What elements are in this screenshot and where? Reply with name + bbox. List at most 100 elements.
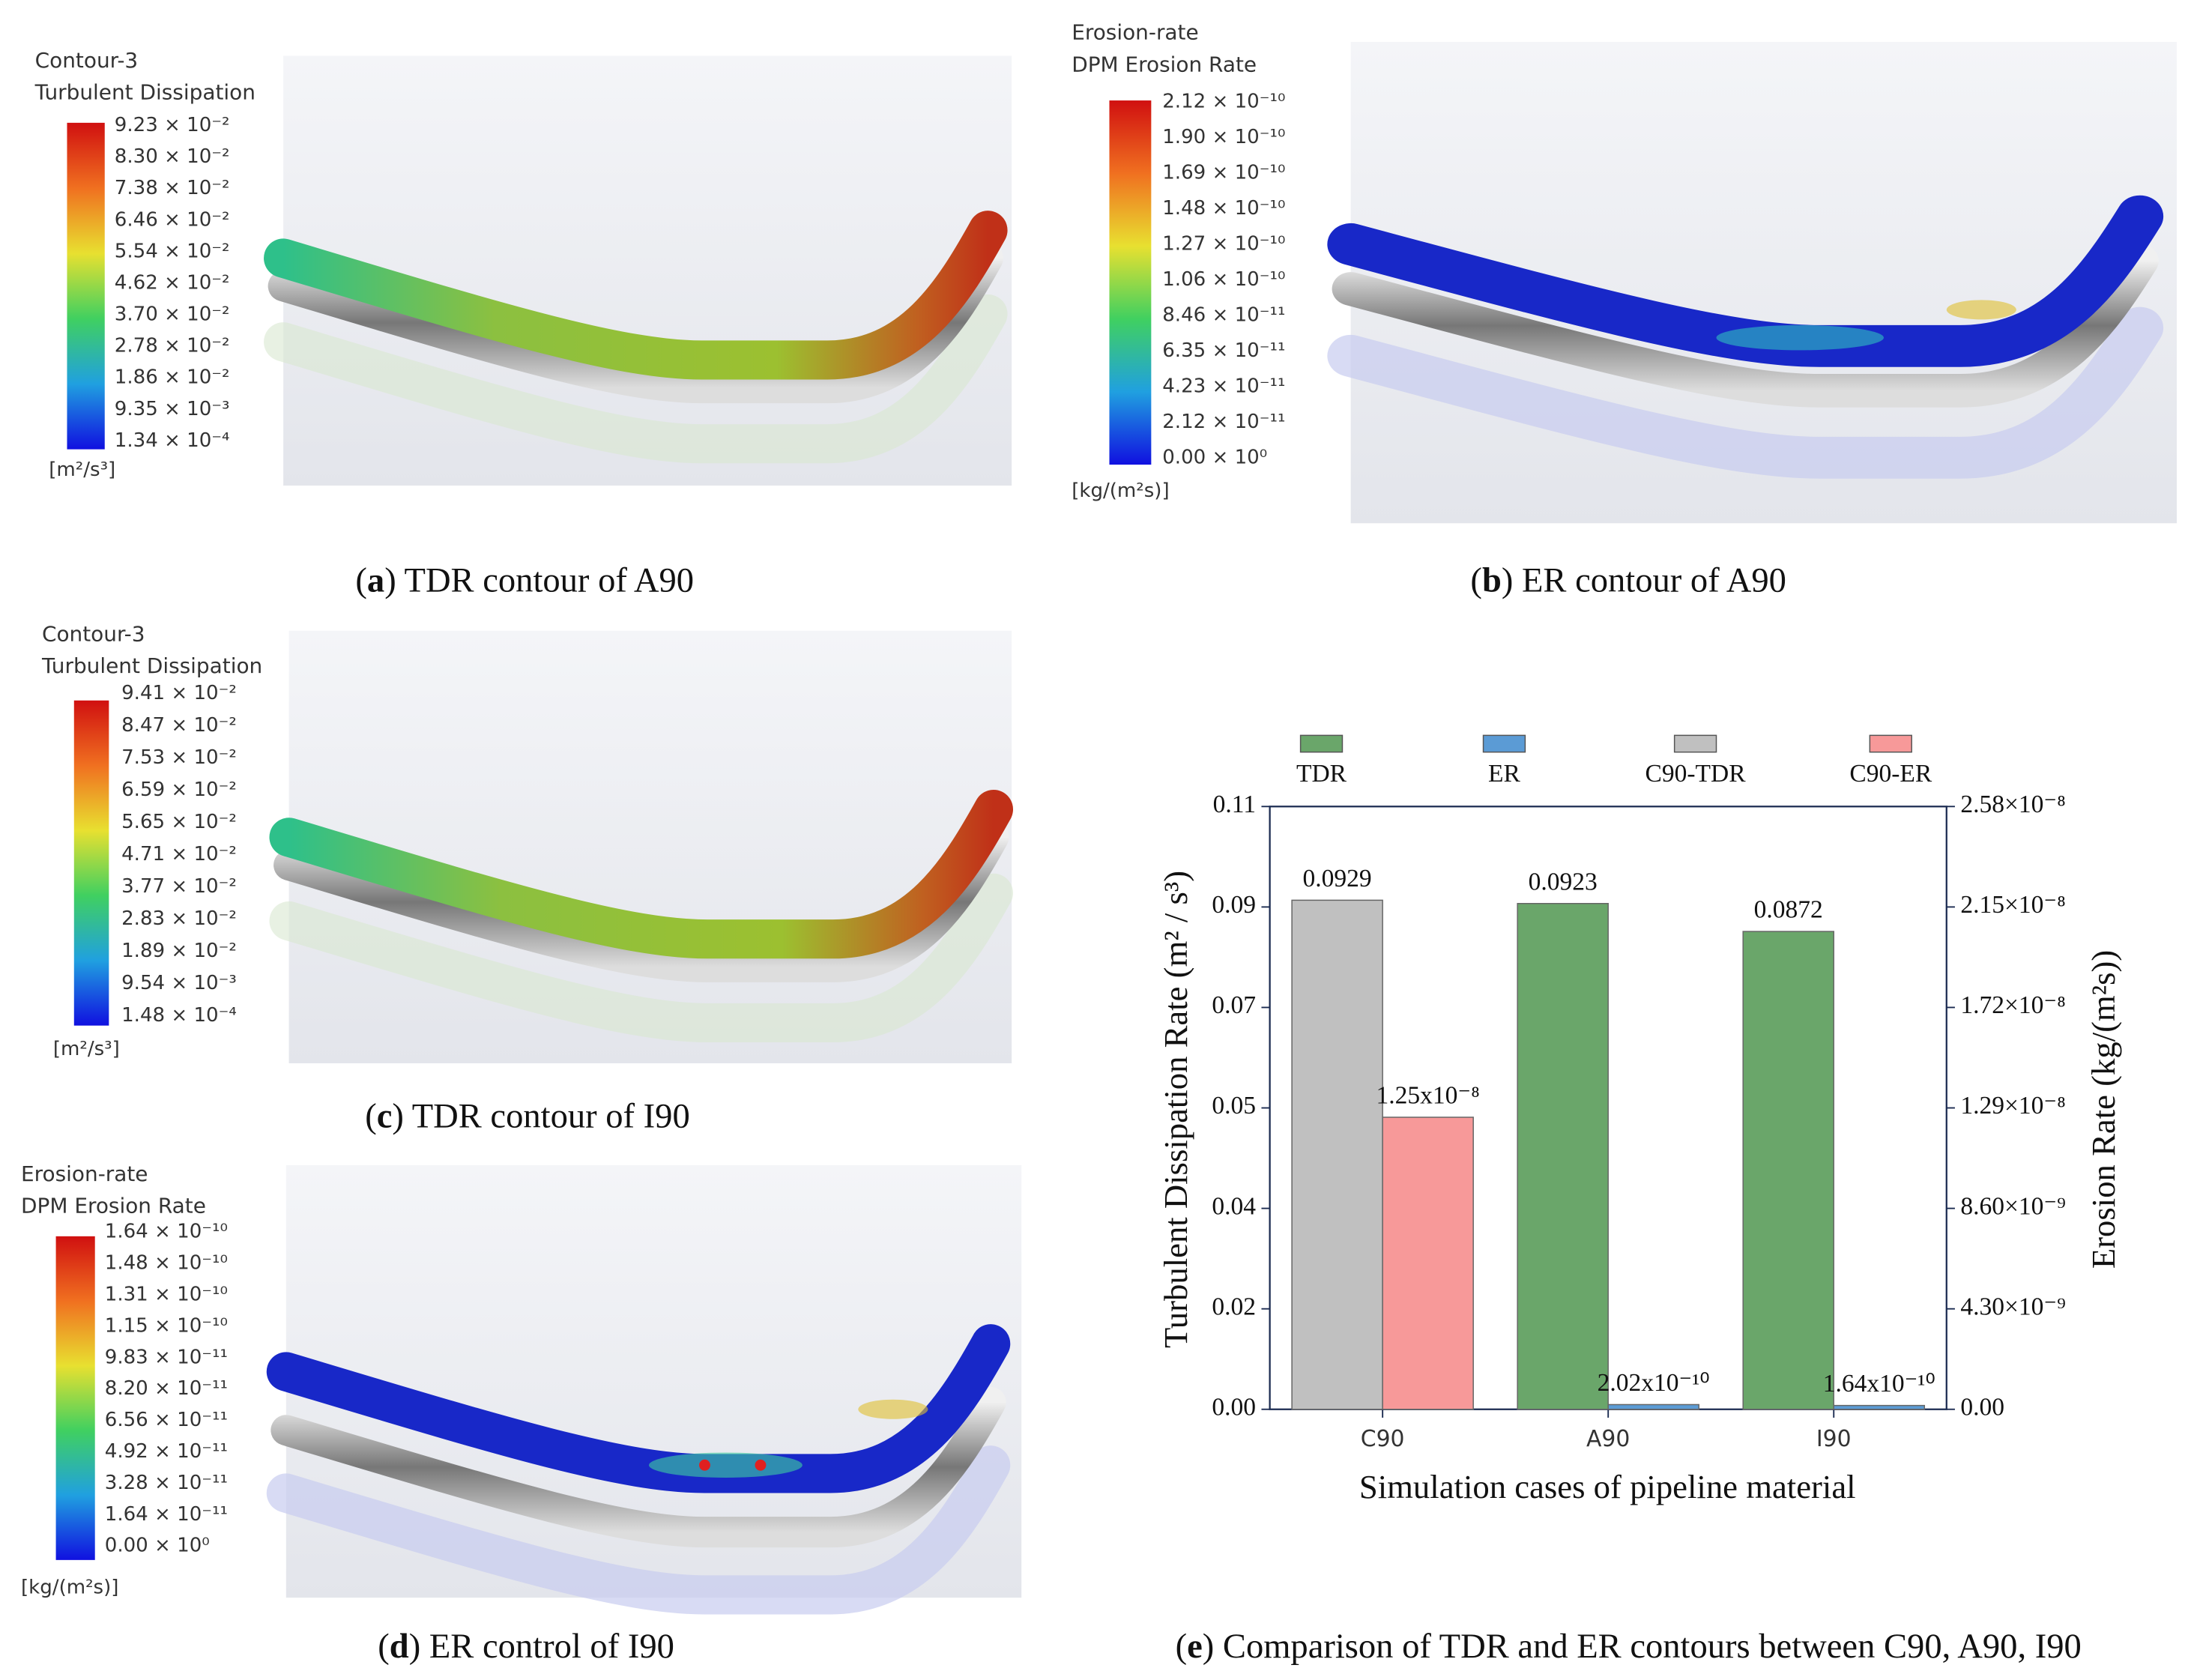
bar	[1517, 903, 1609, 1410]
caption-part: (	[1176, 1628, 1188, 1666]
y2-tick-label: 2.58×10⁻⁸	[1960, 791, 2065, 818]
bar	[1833, 1404, 1926, 1410]
colorbar-label: 1.89 × 10⁻²	[121, 940, 237, 962]
value-label: 1.25x10⁻⁸	[1376, 1082, 1480, 1110]
caption: (e) Comparison of TDR and ER contours be…	[1176, 1628, 2082, 1666]
bar	[1291, 899, 1383, 1410]
legend-label: C90-TDR	[1645, 760, 1747, 788]
y2-tick-label: 1.29×10⁻⁸	[1960, 1092, 2065, 1120]
colorbar-label: 9.41 × 10⁻²	[121, 682, 237, 704]
colorbar-label: 0.00 × 10⁰	[105, 1535, 210, 1557]
colorbar-label: 4.62 × 10⁻²	[115, 272, 230, 294]
caption-part: ) ER contour of A90	[1502, 561, 1786, 599]
caption-part: e	[1187, 1628, 1203, 1666]
colorbar-label: 1.06 × 10⁻¹⁰	[1162, 268, 1285, 291]
colorbar-label: 1.69 × 10⁻¹⁰	[1162, 161, 1285, 184]
value-label: 2.02x10⁻¹⁰	[1598, 1369, 1710, 1397]
legend-title: DPM Erosion Rate	[1072, 52, 1257, 77]
colorbar-label: 1.64 × 10⁻¹¹	[105, 1503, 228, 1526]
legend-title: DPM Erosion Rate	[21, 1194, 206, 1218]
colorbar-label: 5.54 × 10⁻²	[115, 240, 230, 262]
value-label: 0.0872	[1754, 896, 1823, 924]
caption-part: (	[378, 1628, 390, 1666]
colorbar-label: 4.71 × 10⁻²	[121, 843, 237, 865]
legend-label: TDR	[1296, 760, 1347, 788]
y-tick-label: 0.05	[1212, 1092, 1256, 1120]
colorbar-label: 4.23 × 10⁻¹¹	[1162, 375, 1285, 397]
colorbar-label: 1.27 × 10⁻¹⁰	[1162, 232, 1285, 255]
colorbar-label: 1.64 × 10⁻¹⁰	[105, 1221, 228, 1243]
caption-part: b	[1482, 561, 1502, 599]
caption-part: c	[377, 1097, 393, 1135]
caption-part: ) Comparison of TDR and ER contours betw…	[1203, 1628, 2082, 1666]
caption-part: (	[355, 561, 367, 599]
y-tick-label: 0.11	[1213, 791, 1256, 818]
colorbar-label: 2.78 × 10⁻²	[115, 335, 230, 357]
contour-image-d	[286, 1164, 1022, 1598]
colorbar-label: 1.48 × 10⁻⁴	[121, 1004, 237, 1027]
caption-part: ) TDR contour of A90	[384, 561, 694, 599]
x-tick-label: A90	[1586, 1426, 1630, 1452]
colorbar-label: 8.20 × 10⁻¹¹	[105, 1377, 228, 1400]
value-label: 1.64x10⁻¹⁰	[1823, 1370, 1935, 1398]
legend-title: Turbulent Dissipation	[34, 80, 256, 105]
colorbar-unit: [m²/s³]	[53, 1038, 120, 1060]
colorbar-label: 1.15 × 10⁻¹⁰	[105, 1314, 228, 1337]
bar	[1382, 1117, 1474, 1410]
colorbar-label: 1.48 × 10⁻¹⁰	[105, 1252, 228, 1275]
caption: (c) TDR contour of I90	[365, 1097, 690, 1135]
colorbar-label: 6.46 × 10⁻²	[115, 208, 230, 231]
colorbar-label: 2.83 × 10⁻²	[121, 907, 237, 930]
legend-label: C90-ER	[1849, 760, 1932, 788]
colorbar-label: 7.53 × 10⁻²	[121, 746, 237, 769]
caption-part: (	[365, 1097, 377, 1135]
y2-tick-label: 0.00	[1960, 1393, 2004, 1421]
x-axis-title: Simulation cases of pipeline material	[1359, 1468, 1856, 1505]
legend-label: ER	[1488, 760, 1520, 788]
legend-title: Erosion-rate	[21, 1161, 148, 1186]
colorbar-label: 9.23 × 10⁻²	[115, 114, 230, 136]
colorbar-label: 8.46 × 10⁻¹¹	[1162, 303, 1285, 326]
colorbar	[73, 700, 109, 1026]
y2-tick-label: 1.72×10⁻⁸	[1960, 991, 2065, 1019]
legend-title: Contour-3	[42, 621, 145, 646]
colorbar-label: 0.00 × 10⁰	[1162, 446, 1267, 468]
y-tick-label: 0.09	[1212, 891, 1256, 919]
colorbar-unit: [kg/(m²s)]	[1072, 480, 1169, 502]
colorbar-label: 3.28 × 10⁻¹¹	[105, 1472, 228, 1494]
colorbar-label: 2.12 × 10⁻¹⁰	[1162, 90, 1285, 112]
value-label: 0.0923	[1529, 868, 1598, 895]
y2-axis-title: Erosion Rate (kg/(m²s))	[2085, 950, 2122, 1269]
y-tick-label: 0.00	[1212, 1393, 1256, 1421]
y2-tick-label: 4.30×10⁻⁹	[1960, 1293, 2065, 1320]
caption-part: d	[390, 1628, 409, 1666]
caption-part: ) TDR contour of I90	[392, 1097, 689, 1135]
colorbar-label: 1.34 × 10⁻⁴	[115, 429, 230, 452]
legend-title: Erosion-rate	[1072, 20, 1198, 45]
colorbar-label: 3.70 × 10⁻²	[115, 303, 230, 326]
y-axis-title: Turbulent Dissipation Rate (m² / s³)	[1157, 871, 1194, 1348]
y2-tick-label: 2.15×10⁻⁸	[1960, 891, 2065, 919]
contour-image-a	[283, 55, 1012, 486]
colorbar	[55, 1236, 95, 1560]
colorbar-label: 8.30 × 10⁻²	[115, 145, 230, 168]
colorbar-label: 6.56 × 10⁻¹¹	[105, 1409, 228, 1431]
colorbar-label: 1.90 × 10⁻¹⁰	[1162, 126, 1285, 148]
bar	[1742, 931, 1834, 1410]
caption-part: (	[1470, 561, 1482, 599]
colorbar-label: 1.86 × 10⁻²	[115, 366, 230, 389]
colorbar-unit: [kg/(m²s)]	[21, 1577, 118, 1599]
colorbar-label: 6.35 × 10⁻¹¹	[1162, 339, 1285, 362]
colorbar-label: 7.38 × 10⁻²	[115, 177, 230, 199]
y-tick-label: 0.07	[1212, 991, 1256, 1019]
caption: (a) TDR contour of A90	[355, 561, 694, 599]
caption: (b) ER contour of A90	[1470, 561, 1786, 599]
legend-title: Contour-3	[35, 48, 139, 73]
legend-swatch	[1482, 734, 1526, 753]
colorbar-label: 4.92 × 10⁻¹¹	[105, 1440, 228, 1463]
legend-swatch	[1869, 734, 1912, 753]
colorbar-unit: [m²/s³]	[49, 459, 115, 481]
legend-swatch	[1299, 734, 1344, 753]
colorbar-label: 9.35 × 10⁻³	[115, 398, 230, 420]
